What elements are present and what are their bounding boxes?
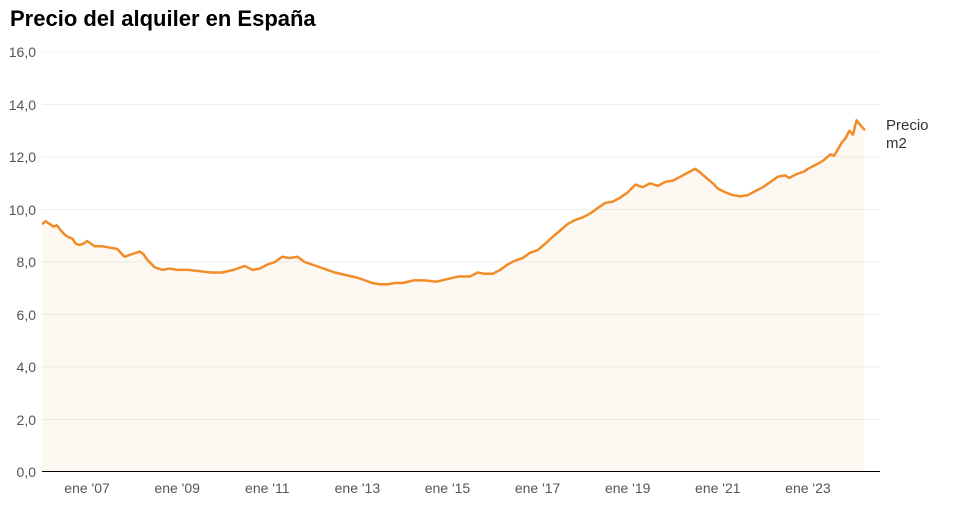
y-tick-label: 0,0: [17, 464, 42, 480]
x-tick-label: ene '15: [425, 472, 471, 496]
x-tick-label: ene '21: [695, 472, 741, 496]
x-tick-label: ene '17: [515, 472, 561, 496]
x-tick-label: ene '07: [64, 472, 110, 496]
plot-area: Preciom2 0,02,04,06,08,010,012,014,016,0…: [42, 52, 880, 472]
x-tick-label: ene '09: [154, 472, 200, 496]
chart-title: Precio del alquiler en España: [10, 6, 316, 32]
y-tick-label: 2,0: [17, 412, 42, 428]
chart-container: Precio del alquiler en España Preciom2 0…: [0, 0, 965, 511]
y-tick-label: 14,0: [9, 97, 42, 113]
y-tick-label: 12,0: [9, 149, 42, 165]
y-tick-label: 10,0: [9, 202, 42, 218]
series-label: Preciom2: [886, 117, 929, 152]
x-tick-label: ene '13: [335, 472, 381, 496]
x-tick-label: ene '23: [785, 472, 831, 496]
y-tick-label: 16,0: [9, 44, 42, 60]
x-tick-label: ene '19: [605, 472, 651, 496]
chart-svg: [42, 52, 880, 472]
x-tick-label: ene '11: [245, 472, 289, 496]
y-tick-label: 8,0: [17, 254, 42, 270]
y-tick-label: 4,0: [17, 359, 42, 375]
y-tick-label: 6,0: [17, 307, 42, 323]
